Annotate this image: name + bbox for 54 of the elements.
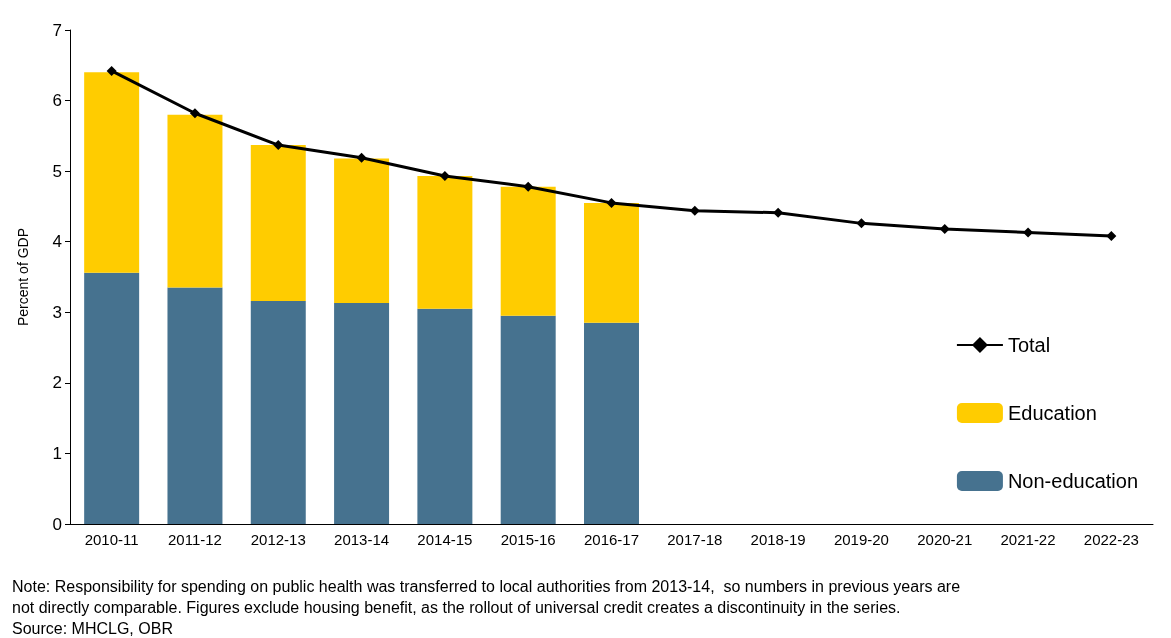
y-tick-label: 6 — [52, 91, 62, 111]
bar — [84, 272, 140, 524]
y-tick-label: 4 — [52, 232, 62, 252]
bar — [417, 308, 473, 524]
x-tick-label: 2017-18 — [667, 531, 723, 548]
bar — [250, 145, 306, 301]
y-tick-label: 7 — [52, 20, 62, 40]
point — [606, 197, 617, 208]
bar — [500, 315, 556, 524]
y-tick-label: 1 — [52, 443, 62, 463]
x-tick-label: 2021-22 — [1000, 531, 1056, 548]
bar — [84, 72, 140, 273]
source-note: Source: MHCLG, OBR — [12, 619, 173, 637]
point — [106, 65, 117, 76]
point — [1023, 227, 1034, 238]
y-tick-label: 3 — [52, 302, 62, 322]
y-tick-label: 5 — [52, 161, 62, 181]
legend-label: Education — [1007, 402, 1097, 424]
x-tick-label: 2020-21 — [917, 531, 973, 548]
bar — [167, 287, 223, 524]
bar — [167, 114, 223, 288]
legend-label: Total — [1007, 334, 1051, 356]
x-tick-label: 2012-13 — [250, 531, 306, 548]
x-tick-label: 2010-11 — [84, 531, 139, 548]
x-tick-label: 2019-20 — [833, 531, 889, 548]
point — [189, 108, 200, 119]
y-tick-label: 0 — [52, 514, 62, 534]
bar — [334, 303, 390, 524]
point — [939, 224, 950, 235]
bar — [417, 176, 473, 309]
point — [689, 205, 700, 216]
bar — [500, 186, 556, 316]
bar — [334, 158, 390, 304]
point — [773, 207, 784, 218]
text: not directly comparable. Figures exclude housing benefit, as the rollout of universal credit creates a discontinuity in the series. — [12, 598, 901, 616]
x-tick-label: 2016-17 — [583, 531, 640, 548]
bar — [250, 300, 306, 524]
x-tick-label: 2013-14 — [334, 531, 390, 548]
x-tick-label: 2011-12 — [167, 531, 222, 548]
point — [1106, 231, 1117, 242]
x-tick-label: 2014-15 — [417, 531, 473, 548]
x-tick-label: 2018-19 — [750, 531, 806, 548]
bar — [584, 322, 639, 524]
text: Note: Responsibility for spending on public health was transferred to local authorities from 2013-14, so numbers in previous years are — [12, 577, 961, 595]
y-tick-label: 2 — [52, 373, 62, 393]
x-tick-label: 2015-16 — [500, 531, 556, 548]
point — [439, 171, 450, 182]
point — [273, 140, 284, 151]
point — [356, 152, 367, 163]
y-axis-title: Percent of GDP — [15, 227, 31, 327]
x-tick-label: 2022-23 — [1083, 531, 1139, 548]
point — [523, 181, 534, 192]
bar — [584, 202, 639, 323]
legend-label: Non-education — [1007, 470, 1139, 492]
